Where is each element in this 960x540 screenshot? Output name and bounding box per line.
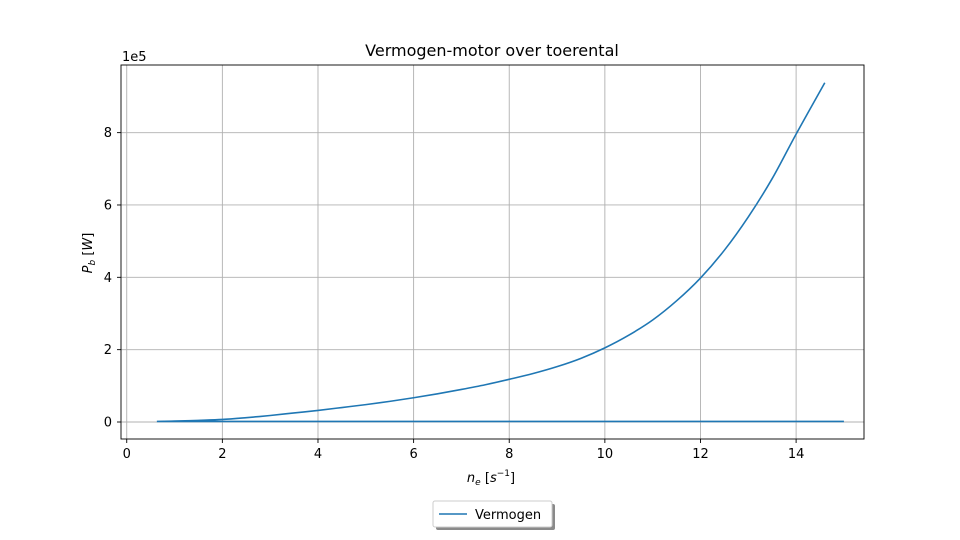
ticks: 0 2 4 6 8 10 12 14 0 2 4 6 8 <box>104 126 805 462</box>
x-tick-label: 12 <box>692 447 709 462</box>
legend-box <box>432 500 553 528</box>
legend-label-vermogen: Vermogen <box>475 508 541 523</box>
y-tick-label: 8 <box>104 126 112 141</box>
y-tick-label: 0 <box>104 416 112 431</box>
y-tick-label: 4 <box>104 271 112 286</box>
x-axis-title: ne [s−1] <box>467 469 515 488</box>
x-tick-label: 4 <box>314 447 322 462</box>
x-tick-label: 6 <box>409 447 417 462</box>
x-tick-label: 0 <box>123 447 131 462</box>
legend: Vermogen <box>432 500 555 530</box>
y-axis-title: Pb [W] <box>81 233 98 274</box>
x-tick-label: 2 <box>218 447 226 462</box>
y-tick-label: 6 <box>104 198 112 213</box>
y-offset-text: 1e5 <box>122 50 147 65</box>
x-tick-label: 10 <box>597 447 614 462</box>
series-line-vermogen <box>156 82 844 423</box>
x-tick-label: 8 <box>505 447 513 462</box>
x-tick-label: 14 <box>788 447 805 462</box>
plot-frame <box>120 64 865 440</box>
chart-title: Vermogen-motor over toerental <box>365 41 619 60</box>
y-tick-label: 2 <box>104 343 112 358</box>
